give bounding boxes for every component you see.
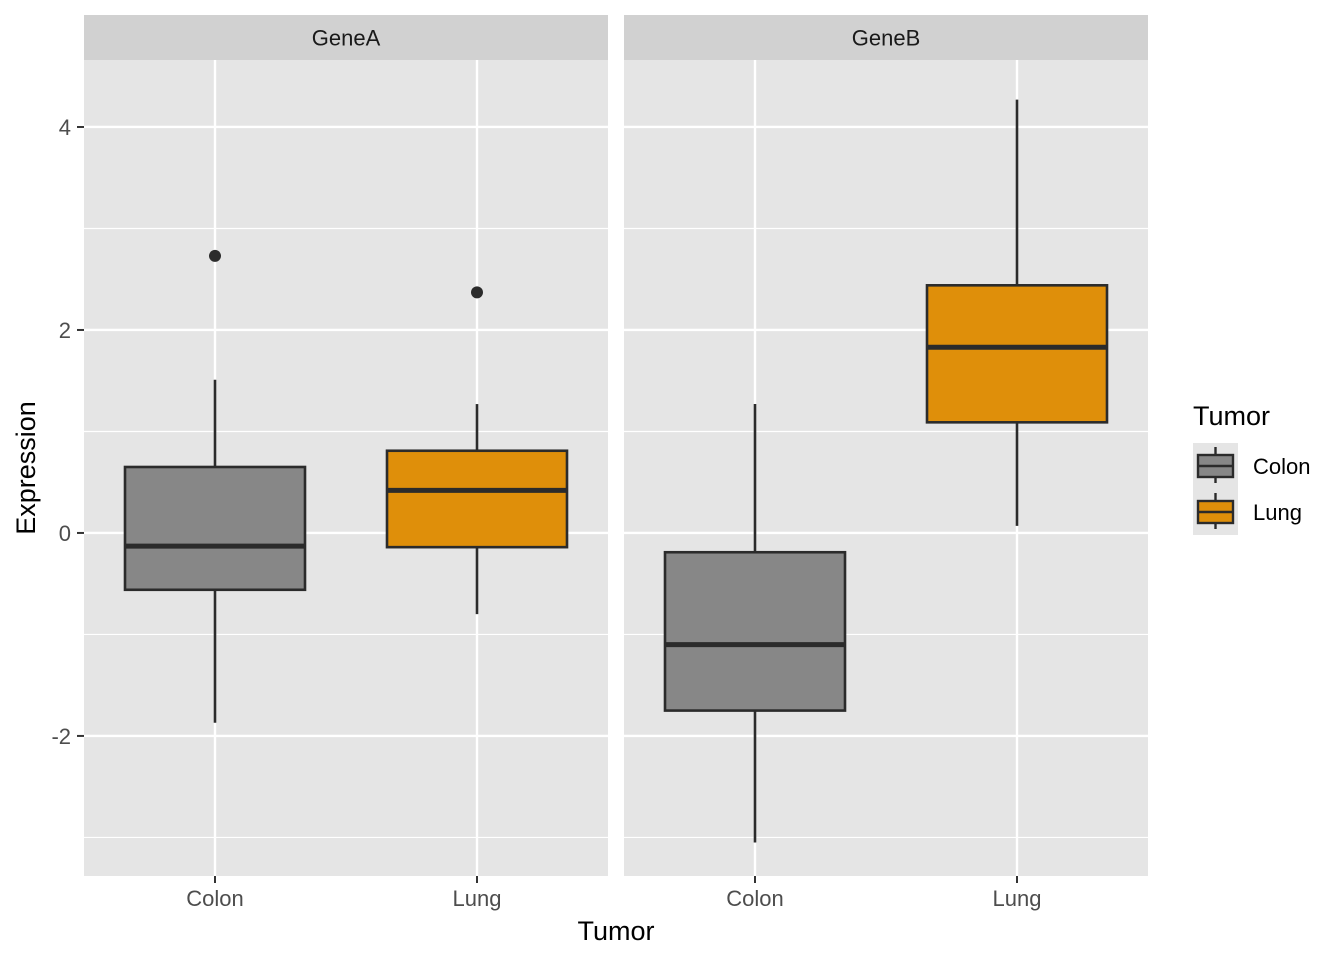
legend-title: Tumor xyxy=(1193,401,1270,431)
facet-panels: GeneA Colon Lung GeneB Colon Lung xyxy=(84,15,1148,911)
x-tick-label: Colon xyxy=(186,886,243,911)
outlier-point xyxy=(209,249,221,262)
box-iqr xyxy=(385,449,569,549)
y-tick-label: 2 xyxy=(59,318,71,343)
panel-background xyxy=(624,60,1148,876)
facet-strip xyxy=(624,15,1148,60)
box-genea-colon xyxy=(123,249,307,723)
facet-strip xyxy=(84,15,608,60)
x-tick-label: Lung xyxy=(993,886,1042,911)
legend-label: Colon xyxy=(1253,454,1310,479)
box-iqr xyxy=(123,465,307,592)
x-tick-label: Colon xyxy=(726,886,783,911)
box-iqr xyxy=(663,550,847,712)
y-tick-label: 0 xyxy=(59,521,71,546)
y-axis-title: Expression xyxy=(11,401,41,535)
facet-label: GeneB xyxy=(852,26,921,51)
box-genea-lung xyxy=(385,286,569,615)
y-tick-label: 4 xyxy=(59,115,71,140)
legend: Tumor Colon Lung xyxy=(1193,401,1310,535)
facet-label: GeneA xyxy=(312,26,381,51)
legend-item-lung: Lung xyxy=(1193,489,1302,535)
x-axis-title: Tumor xyxy=(577,916,654,946)
y-axis: -2 0 2 4 xyxy=(51,115,84,749)
box-iqr xyxy=(925,284,1109,424)
x-tick-label: Lung xyxy=(453,886,502,911)
facet-panel-geneb: GeneB Colon Lung xyxy=(624,15,1148,911)
outlier-point xyxy=(471,286,483,299)
facet-panel-genea: GeneA Colon Lung xyxy=(84,15,608,911)
box-geneb-lung xyxy=(925,99,1109,526)
legend-label: Lung xyxy=(1253,500,1302,525)
box-geneb-colon xyxy=(663,404,847,843)
y-tick-label: -2 xyxy=(51,724,71,749)
legend-item-colon: Colon xyxy=(1193,443,1310,489)
